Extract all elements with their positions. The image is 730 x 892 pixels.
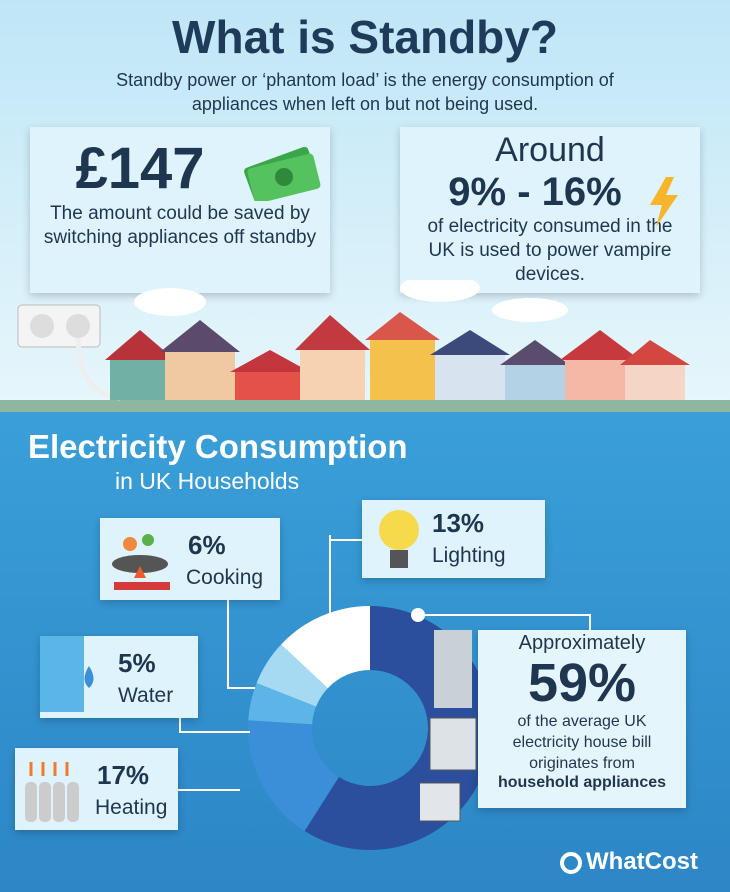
legend-card: 13% Lighting (362, 500, 545, 578)
donut-segment (256, 644, 328, 707)
value-label: 59% (527, 653, 637, 713)
houses-illustration (0, 280, 730, 415)
stat-prefix: Around (495, 131, 605, 169)
water-icon (40, 636, 94, 712)
annotation-bold: household appliances (497, 774, 667, 791)
annotation-lead: Approximately (518, 632, 646, 654)
title: What is Standby? (172, 11, 558, 63)
stat-card: £147 The amount could be saved by switch… (30, 127, 330, 293)
donut-segment (248, 720, 339, 832)
stat-value: 9% - 16% (448, 170, 622, 214)
heater-icon (25, 762, 79, 822)
stat-text: of electricity consumed in the UK is use… (427, 216, 673, 285)
category-label: Cooking (186, 566, 264, 589)
cooking-icon (112, 534, 170, 590)
category-label: Heating (95, 796, 168, 819)
stat-text: The amount could be saved by switching a… (43, 203, 317, 248)
value-label: 6% (188, 530, 226, 560)
subtitle: Standby power or ‘phantom load’ is the e… (116, 70, 614, 114)
annotation-card: Approximately 59% of the average UK elec… (478, 630, 686, 808)
category-label: Water (118, 684, 174, 707)
value-label: 5% (118, 648, 156, 678)
stat-card: Around 9% - 16% of electricity consumed … (400, 127, 700, 293)
donut-segment (281, 606, 370, 689)
appliance-icons (420, 630, 477, 822)
chart-title: Electricity Consumption (28, 428, 408, 465)
stat-value: £147 (75, 136, 205, 201)
bolt-icon (650, 177, 678, 227)
money-icon (244, 146, 321, 201)
value-label: 17% (97, 760, 150, 790)
legend-card: 5% Water (40, 636, 198, 718)
brand: WhatCost (560, 848, 698, 876)
bulb-icon (379, 510, 419, 568)
chart-subtitle: in UK Households (115, 468, 300, 494)
legend-card: 6% Cooking (100, 518, 280, 600)
brand-name: WhatCost (586, 848, 698, 875)
donut-segment (248, 683, 317, 725)
category-label: Lighting (432, 544, 506, 567)
annotation-text: of the average UK electricity house bill… (512, 713, 652, 772)
value-label: 13% (432, 508, 485, 538)
legend-card: 17% Heating (15, 748, 178, 830)
